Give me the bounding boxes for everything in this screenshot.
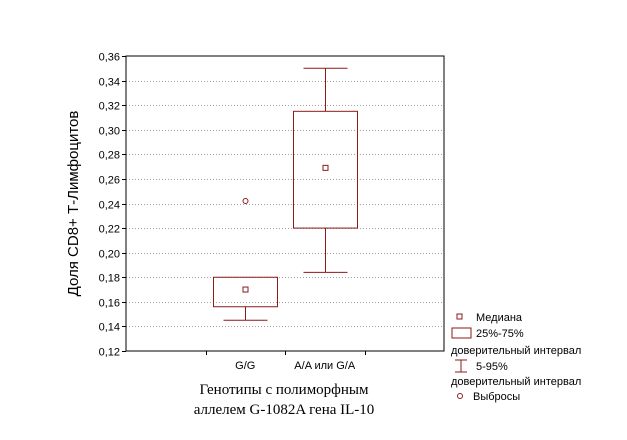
y-axis-label: Доля CD8+ Т-Лимфоцитов: [65, 111, 82, 297]
legend-whisker-marker: [455, 359, 467, 373]
plot-frame: [125, 55, 445, 352]
median-marker: [322, 164, 329, 171]
y-tick-label: 0,18: [99, 273, 120, 285]
boxes: [213, 67, 358, 321]
y-tick-label: 0,36: [99, 52, 120, 64]
iqr-box: [293, 110, 358, 229]
y-tick-label: 0,22: [99, 224, 120, 236]
legend-whisker-sublabel: доверительный интервал: [451, 376, 581, 388]
iqr-box: [213, 276, 278, 308]
x-axis-label-line-1: Генотипы с полиморфным: [199, 382, 369, 398]
legend-outlier-label: Выбросы: [473, 391, 520, 403]
legend-median-label: Медиана: [476, 312, 523, 324]
y-tick-label: 0,20: [99, 249, 120, 261]
y-tick-label: 0,32: [99, 101, 120, 113]
x-tick-label: G/G: [235, 360, 255, 372]
legend-box-sublabel: доверительный интервал: [451, 345, 581, 357]
legend-median-marker: [456, 313, 463, 320]
box-group: [213, 198, 278, 321]
grid-lines: [126, 81, 444, 327]
box-group: [293, 67, 358, 273]
y-tick-label: 0,26: [99, 175, 120, 187]
y-tick-label: 0,28: [99, 150, 120, 162]
legend: Медиана 25%-75% доверительный интервал 5…: [451, 312, 581, 403]
y-tick-label: 0,24: [99, 200, 120, 212]
outlier-marker: [242, 198, 249, 205]
x-tick-label: A/A или G/A: [294, 360, 356, 372]
legend-whisker-label: 5-95%: [476, 361, 508, 373]
y-tick-label: 0,14: [99, 322, 120, 334]
y-tick-label: 0,16: [99, 298, 120, 310]
y-axis: 0,12 0,14 0,16 0,18 0,20 0,22 0,24 0,26 0,28 0,30…: [99, 52, 126, 359]
x-axis-label-line-2: аллелем G-1082A гена IL-10: [194, 402, 375, 418]
y-tick-label: 0,12: [99, 347, 120, 359]
median-marker: [242, 286, 249, 293]
legend-box-label: 25%-75%: [476, 328, 524, 340]
y-tick-label: 0,34: [99, 77, 120, 89]
y-tick-label: 0,30: [99, 126, 120, 138]
legend-outlier-marker: [457, 393, 463, 399]
x-axis: G/G A/A или G/A: [206, 351, 366, 372]
legend-box-marker: [451, 327, 472, 339]
